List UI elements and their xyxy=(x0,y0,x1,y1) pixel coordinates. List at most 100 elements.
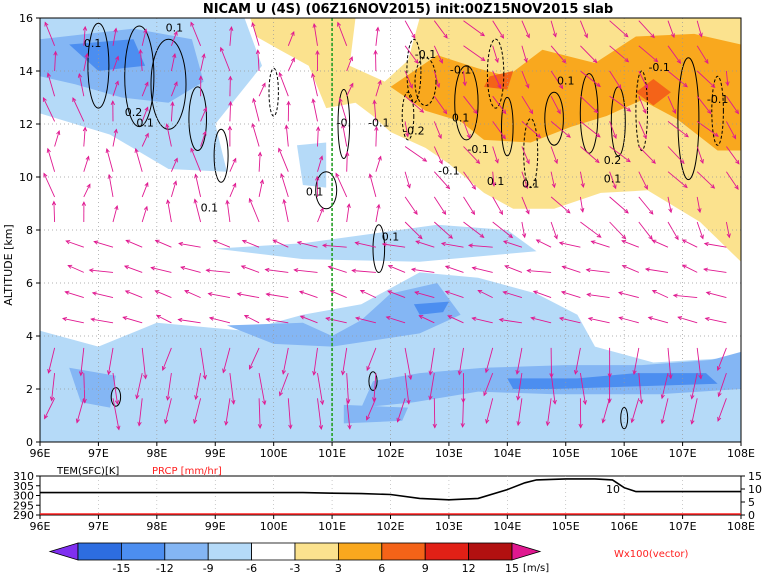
main-panel: 0.1 0.1 0.2 0.1 0.1 0.1 -0. -0.1 -0.2 -0.1 -0.1 0.1… xyxy=(2,12,755,460)
surface-x-tick-label: 96E xyxy=(30,520,51,533)
contour-label: 0.1 xyxy=(201,202,219,215)
contour-label: -0. xyxy=(337,117,351,130)
colorbar-label: 3 xyxy=(335,562,342,575)
contour-label: -0.1 xyxy=(648,61,669,74)
contour-label: -0.1 xyxy=(450,64,471,77)
x-tick-label: 105E xyxy=(552,447,580,460)
colorbar-label: 15 xyxy=(505,562,519,575)
contour-label: -0.2 xyxy=(403,125,424,138)
x-tick-label: 107E xyxy=(669,447,697,460)
surface-right-tick-label: 10 xyxy=(748,483,762,496)
chart-title: NICAM U (4S) (06Z16NOV2015) init:00Z15NO… xyxy=(203,2,613,17)
y-tick-label: 4 xyxy=(26,330,33,343)
wind-vector xyxy=(347,152,348,172)
x-tick-label: 98E xyxy=(146,447,167,460)
colorbar-max-arrow xyxy=(512,543,540,560)
colorbar-label: -6 xyxy=(246,562,257,575)
colorbar-label: 12 xyxy=(462,562,476,575)
y-tick-label: 12 xyxy=(19,118,33,131)
contour-label: 0.1 xyxy=(382,231,400,244)
wind-vector xyxy=(376,127,377,147)
surface-x-tick-label: 103E xyxy=(435,520,463,533)
surface-frame xyxy=(40,476,741,515)
y-tick-label: 0 xyxy=(26,436,33,449)
surface-x-tick-label: 100E xyxy=(260,520,288,533)
contour-label: -0.1 xyxy=(415,48,436,61)
surface-annotation: 10 xyxy=(606,483,620,496)
contour-label: 0.1 xyxy=(557,74,575,87)
surface-x-tick-label: 105E xyxy=(552,520,580,533)
legend-tem: TEM(SFC)[K] xyxy=(56,466,119,477)
colorbar-label: 6 xyxy=(378,562,385,575)
surface-panel: TEM(SFC)[K] PRCP [mm/hr] 10 310305300295… xyxy=(13,466,762,533)
colorbar-units: [m/s] xyxy=(523,563,549,574)
contour-label: 0.1 xyxy=(166,21,184,34)
colorbar-segment xyxy=(78,543,121,560)
colorbar-segment xyxy=(469,543,512,560)
y-tick-label: 14 xyxy=(19,65,33,78)
y-axis-label: ALTITUDE [km] xyxy=(2,224,15,305)
y-tick-label: 8 xyxy=(26,224,33,237)
surface-x-tick-label: 99E xyxy=(205,520,226,533)
surface-x-tick-label: 102E xyxy=(377,520,405,533)
x-tick-label: 102E xyxy=(377,447,405,460)
colorbar-segment xyxy=(295,543,338,560)
legend-prcp: PRCP [mm/hr] xyxy=(152,466,222,477)
contour-label: -0.1 xyxy=(467,143,488,156)
colorbar-label: -15 xyxy=(112,562,130,575)
colorbar-min-arrow xyxy=(50,543,78,560)
colorbar-segment xyxy=(338,543,381,560)
y-tick-label: 2 xyxy=(26,383,33,396)
contour-label: 0.1 xyxy=(306,186,324,199)
contour-label: 0.1 xyxy=(522,178,540,191)
colorbar-segment xyxy=(165,543,208,560)
surface-right-tick-label: 15 xyxy=(748,470,762,483)
x-tick-label: 101E xyxy=(318,447,346,460)
surface-x-tick-label: 107E xyxy=(669,520,697,533)
y-tick-label: 16 xyxy=(19,12,33,25)
contour-label: -0.1 xyxy=(438,164,459,177)
contour-label: -0.1 xyxy=(368,117,389,130)
colorbar-segment xyxy=(252,543,295,560)
surface-x-tick-label: 97E xyxy=(88,520,109,533)
contour-label: 0.1 xyxy=(604,172,622,185)
surface-x-tick-label: 106E xyxy=(610,520,638,533)
colorbar-label: -9 xyxy=(203,562,214,575)
x-tick-label: 104E xyxy=(493,447,521,460)
surface-x-tick-label: 101E xyxy=(318,520,346,533)
contour-label: 0.1 xyxy=(452,111,470,124)
surface-x-axis: 96E 97E 98E 99E 100E 101E 102E 103E 104E 105E 106E… xyxy=(30,515,755,533)
colorbar-segment xyxy=(208,543,251,560)
colorbar-segment xyxy=(425,543,468,560)
surface-x-tick-label: 108E xyxy=(727,520,755,533)
x-tick-label: 106E xyxy=(610,447,638,460)
y-tick-label: 10 xyxy=(19,171,33,184)
x-tick-label: 108E xyxy=(727,447,755,460)
x-tick-label: 103E xyxy=(435,447,463,460)
vector-label: Wx100(vector) xyxy=(614,549,689,560)
x-tick-label: 100E xyxy=(260,447,288,460)
surface-x-tick-label: 98E xyxy=(146,520,167,533)
contour-label: -0.1 xyxy=(707,93,728,106)
contour-label: 0.1 xyxy=(487,175,505,188)
x-tick-label: 97E xyxy=(88,447,109,460)
colorbar-segment xyxy=(121,543,164,560)
contour-label: 0.1 xyxy=(84,37,102,50)
surface-right-tick-label: 5 xyxy=(748,496,755,509)
colorbar-label: -12 xyxy=(156,562,174,575)
wind-vector xyxy=(230,77,231,97)
wind-vector xyxy=(434,398,435,427)
colorbar-label: 9 xyxy=(422,562,429,575)
contour-label: 0.1 xyxy=(136,117,154,130)
colorbar-segment xyxy=(382,543,425,560)
surface-x-tick-label: 104E xyxy=(493,520,521,533)
contour-label: 0.2 xyxy=(604,154,622,167)
x-tick-label: 99E xyxy=(205,447,226,460)
